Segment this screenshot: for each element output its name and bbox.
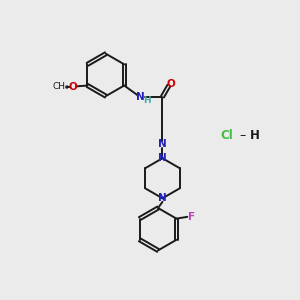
Text: O: O [167, 79, 176, 89]
Text: H: H [250, 129, 260, 142]
Text: N: N [158, 140, 167, 149]
Text: O: O [69, 82, 78, 92]
Text: H: H [143, 96, 151, 105]
Text: F: F [188, 212, 195, 222]
Text: N: N [158, 153, 167, 163]
Text: CH₃: CH₃ [53, 82, 69, 91]
Text: N: N [158, 193, 167, 203]
Text: N: N [136, 92, 145, 102]
Text: Cl: Cl [220, 129, 233, 142]
Text: –: – [240, 129, 246, 142]
